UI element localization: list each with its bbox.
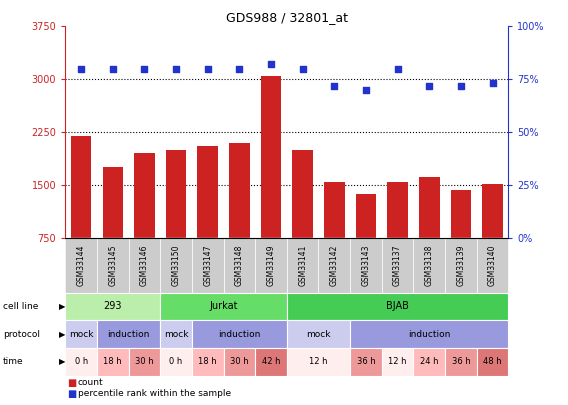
Bar	[356, 194, 376, 238]
Point	[393, 66, 402, 72]
Text: 24 h: 24 h	[420, 357, 438, 367]
Point	[298, 66, 307, 72]
Text: induction: induction	[408, 330, 450, 339]
Text: 12 h: 12 h	[389, 357, 407, 367]
Text: percentile rank within the sample: percentile rank within the sample	[78, 389, 231, 399]
Point	[330, 82, 339, 89]
Point	[456, 82, 465, 89]
Text: ▶: ▶	[59, 302, 65, 311]
Bar	[102, 167, 123, 238]
Bar	[293, 150, 313, 238]
Point	[425, 82, 434, 89]
Text: 293: 293	[103, 301, 122, 311]
Text: 48 h: 48 h	[483, 357, 502, 367]
Text: GSM33141: GSM33141	[298, 245, 307, 286]
Text: 30 h: 30 h	[135, 357, 154, 367]
Text: 30 h: 30 h	[230, 357, 249, 367]
Text: induction: induction	[218, 330, 261, 339]
Text: BJAB: BJAB	[386, 301, 409, 311]
Text: GSM33147: GSM33147	[203, 245, 212, 286]
Text: GSM33144: GSM33144	[77, 245, 86, 286]
Bar	[450, 190, 471, 238]
Text: count: count	[78, 378, 103, 387]
Point	[108, 66, 118, 72]
Text: GSM33146: GSM33146	[140, 245, 149, 286]
Text: cell line: cell line	[3, 302, 38, 311]
Bar	[134, 153, 154, 238]
Text: GSM33150: GSM33150	[172, 245, 181, 286]
Point	[203, 66, 212, 72]
Text: mock: mock	[69, 330, 93, 339]
Point	[361, 87, 370, 93]
Point	[488, 80, 497, 87]
Text: mock: mock	[306, 330, 331, 339]
Text: 0 h: 0 h	[169, 357, 183, 367]
Text: GSM33149: GSM33149	[266, 245, 275, 286]
Text: induction: induction	[107, 330, 150, 339]
Bar	[229, 143, 250, 238]
Title: GDS988 / 32801_at: GDS988 / 32801_at	[226, 11, 348, 24]
Bar	[198, 146, 218, 238]
Text: GSM33139: GSM33139	[457, 245, 465, 286]
Bar	[71, 136, 91, 238]
Text: GSM33140: GSM33140	[488, 245, 497, 286]
Text: ▶: ▶	[59, 330, 65, 339]
Text: 0 h: 0 h	[74, 357, 88, 367]
Text: time: time	[3, 357, 23, 367]
Text: ■: ■	[68, 378, 77, 388]
Text: ▶: ▶	[59, 357, 65, 367]
Bar	[324, 181, 345, 238]
Text: GSM33142: GSM33142	[330, 245, 339, 286]
Point	[77, 66, 86, 72]
Text: 12 h: 12 h	[309, 357, 328, 367]
Point	[140, 66, 149, 72]
Text: GSM33137: GSM33137	[393, 245, 402, 286]
Bar	[419, 177, 440, 238]
Text: 36 h: 36 h	[357, 357, 375, 367]
Text: 18 h: 18 h	[198, 357, 217, 367]
Point	[235, 66, 244, 72]
Bar	[482, 183, 503, 238]
Bar	[166, 150, 186, 238]
Point	[172, 66, 181, 72]
Text: GSM33148: GSM33148	[235, 245, 244, 286]
Text: ■: ■	[68, 389, 77, 399]
Bar	[261, 76, 281, 238]
Point	[266, 61, 275, 68]
Text: GSM33145: GSM33145	[108, 245, 117, 286]
Text: GSM33143: GSM33143	[361, 245, 370, 286]
Text: 18 h: 18 h	[103, 357, 122, 367]
Text: 36 h: 36 h	[452, 357, 470, 367]
Text: mock: mock	[164, 330, 189, 339]
Bar	[387, 181, 408, 238]
Text: protocol: protocol	[3, 330, 40, 339]
Text: GSM33138: GSM33138	[425, 245, 434, 286]
Text: Jurkat: Jurkat	[209, 301, 238, 311]
Text: 42 h: 42 h	[262, 357, 280, 367]
